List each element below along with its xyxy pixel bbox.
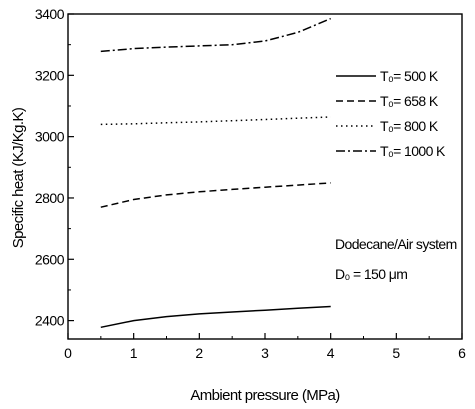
- x-tick-label: 6: [458, 345, 466, 361]
- legend-label-0: T₀= 500 K: [380, 68, 439, 84]
- series-line-1: [100, 182, 331, 208]
- y-tick-label: 3200: [35, 67, 65, 83]
- x-tick-label: 1: [130, 345, 138, 361]
- y-tick-label: 2400: [35, 313, 65, 329]
- legend-label-3: T₀= 1000 K: [380, 143, 446, 159]
- x-axis-ticks: 0 1 2 3 4 5 6: [64, 333, 466, 361]
- x-tick-label: 2: [195, 345, 203, 361]
- y-tick-label: 3400: [35, 6, 65, 22]
- y-axis-ticks: 2400 2600 2800 3000 3200 3400: [35, 6, 74, 329]
- x-tick-label: 4: [327, 345, 335, 361]
- x-axis-label: Ambient pressure (MPa): [190, 387, 340, 404]
- y-axis-label: Specific heat (KJ/Kg.K): [10, 107, 27, 248]
- x-tick-label: 0: [64, 345, 72, 361]
- annotation-system: Dodecane/Air system: [335, 236, 457, 252]
- x-tick-label: 3: [261, 345, 269, 361]
- x-tick-label: 5: [392, 345, 400, 361]
- series-line-2: [100, 116, 331, 126]
- series-lines: [100, 17, 331, 329]
- y-tick-label: 3000: [35, 129, 65, 145]
- legend-label-1: T₀= 658 K: [380, 93, 439, 109]
- y-tick-label: 2600: [35, 251, 65, 267]
- series-line-0: [100, 305, 331, 329]
- series-line-3: [100, 17, 331, 53]
- legend-label-2: T₀= 800 K: [380, 118, 439, 134]
- legend: T₀= 500 K T₀= 658 K T₀= 800 K T₀= 1000 K: [336, 68, 447, 159]
- plot-frame: [67, 13, 463, 340]
- annotation-diameter: D₀ = 150 μm: [335, 266, 407, 282]
- y-tick-label: 2800: [35, 190, 65, 206]
